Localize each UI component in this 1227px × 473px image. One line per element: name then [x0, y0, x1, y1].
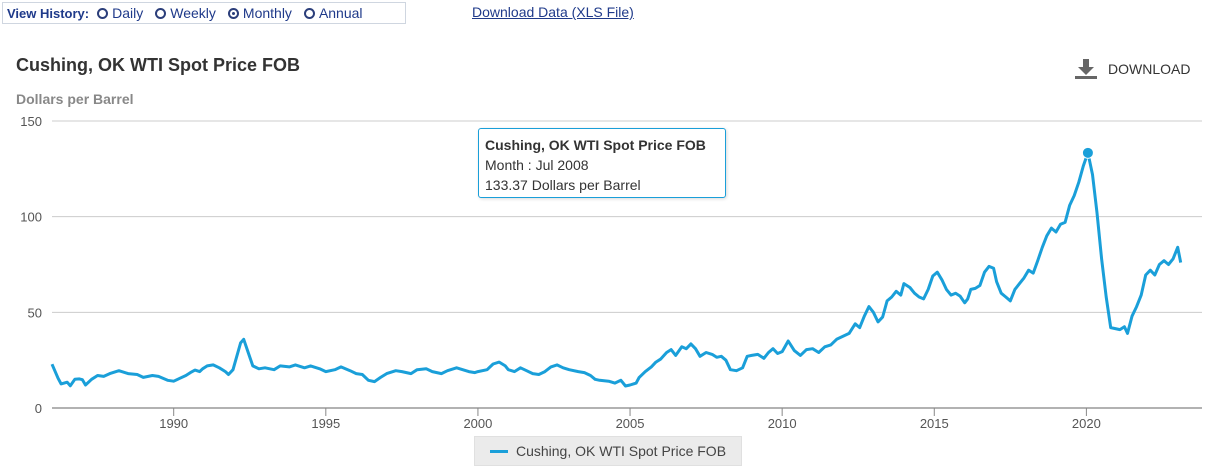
view-history-label: View History: [7, 5, 90, 21]
legend-line-icon [489, 449, 508, 453]
legend-label: Cushing, OK WTI Spot Price FOB [515, 443, 727, 459]
tooltip-month: Month : Jul 2008 [485, 157, 589, 173]
view-history-bar: View History: Daily Weekly Monthly Annua… [2, 2, 406, 24]
chart-legend[interactable]: Cushing, OK WTI Spot Price FOB [474, 436, 742, 466]
tooltip-title: Cushing, OK WTI Spot Price FOB [485, 137, 706, 153]
y-tick-label: 150 [20, 114, 42, 129]
x-tick-label: 1990 [159, 416, 188, 431]
radio-label: Daily [112, 5, 144, 21]
download-button-label: DOWNLOAD [1108, 61, 1191, 77]
radio-label: Monthly [242, 5, 292, 21]
x-tick-label: 2005 [616, 416, 645, 431]
series-line [50, 151, 1183, 388]
radio-selected-icon [227, 7, 239, 19]
x-tick-label: 2020 [1072, 416, 1101, 431]
y-tick-label: 100 [20, 210, 42, 225]
x-tick-label: 2010 [768, 416, 797, 431]
x-tick-label: 2000 [463, 416, 492, 431]
radio-daily[interactable]: Daily [97, 5, 143, 21]
y-tick-label: 0 [35, 401, 42, 416]
y-tick-label: 50 [28, 305, 42, 320]
x-tick-label: 2015 [920, 416, 949, 431]
x-tick-label: 1995 [311, 416, 340, 431]
highlighted-point [1081, 146, 1094, 159]
y-axis-label: Dollars per Barrel [16, 91, 134, 107]
data-tooltip: Cushing, OK WTI Spot Price FOB Month : J… [478, 128, 726, 198]
radio-monthly[interactable]: Monthly [227, 5, 292, 21]
radio-circle-icon [155, 7, 167, 19]
radio-circle-icon [303, 7, 315, 19]
radio-circle-icon [97, 7, 109, 19]
radio-label: Weekly [170, 5, 216, 21]
chart-title: Cushing, OK WTI Spot Price FOB [16, 55, 301, 75]
download-button[interactable]: DOWNLOAD [1074, 58, 1190, 80]
radio-weekly[interactable]: Weekly [155, 5, 216, 21]
download-icon [1075, 59, 1097, 79]
radio-annual[interactable]: Annual [303, 5, 363, 21]
radio-label: Annual [318, 5, 363, 21]
download-data-link[interactable]: Download Data (XLS File) [472, 4, 634, 20]
tooltip-value: 133.37 Dollars per Barrel [485, 177, 641, 193]
